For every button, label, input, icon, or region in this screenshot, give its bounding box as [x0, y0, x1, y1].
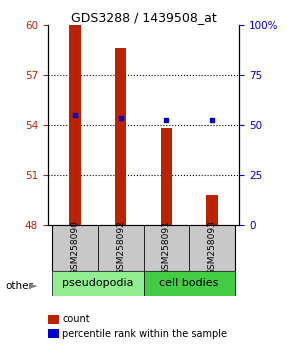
Text: GSM258092: GSM258092	[116, 221, 125, 275]
Bar	[115, 48, 126, 225]
Text: percentile rank within the sample: percentile rank within the sample	[62, 329, 227, 339]
Text: ►: ►	[29, 281, 38, 291]
Bar	[52, 271, 144, 296]
Bar	[206, 195, 218, 225]
Bar	[98, 225, 144, 271]
Bar	[52, 225, 98, 271]
Text: count: count	[62, 314, 90, 325]
Text: GSM258091: GSM258091	[162, 220, 171, 275]
Text: pseudopodia: pseudopodia	[62, 278, 134, 288]
Bar	[70, 25, 81, 225]
Text: other: other	[6, 281, 34, 291]
Bar	[189, 225, 235, 271]
Title: GDS3288 / 1439508_at: GDS3288 / 1439508_at	[71, 11, 216, 24]
Bar	[161, 128, 172, 225]
Bar	[144, 271, 235, 296]
Text: GSM258093: GSM258093	[207, 220, 216, 275]
Bar	[144, 225, 189, 271]
Text: cell bodies: cell bodies	[160, 278, 219, 288]
Text: GSM258090: GSM258090	[71, 220, 80, 275]
